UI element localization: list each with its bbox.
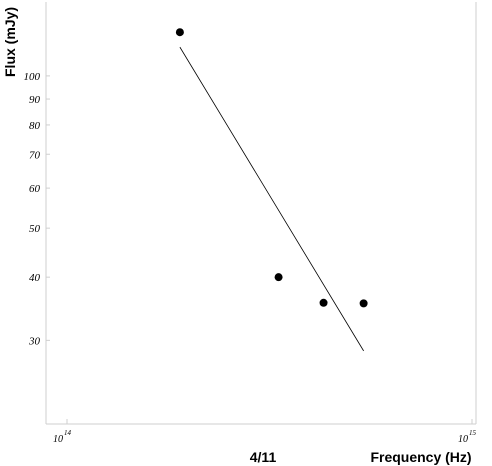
- y-tick-label: 80: [29, 120, 41, 132]
- y-ticks: 30 40 50 60 70 80 90 100: [24, 71, 50, 347]
- data-point: [319, 298, 328, 307]
- data-point: [274, 273, 283, 282]
- y-tick-label: 50: [29, 223, 41, 235]
- y-tick-label: 100: [24, 71, 41, 83]
- fit-line-layer: [179, 46, 364, 352]
- plot-area: [45, 2, 477, 425]
- x-ticks: 1014 1015: [53, 419, 477, 445]
- y-axis-title: Flux (mJy): [2, 7, 18, 77]
- y-tick-label: 90: [29, 94, 41, 106]
- x-tick-label: 1014: [53, 429, 72, 445]
- x-tick-label: 1015: [458, 429, 477, 445]
- y-tick-label: 30: [28, 335, 41, 347]
- data-point: [359, 299, 368, 308]
- date-annotation: 4/11: [250, 449, 277, 465]
- y-tick-label: 40: [29, 272, 41, 284]
- y-tick-label: 70: [29, 149, 41, 161]
- data-point: [175, 28, 184, 37]
- data-points: [175, 28, 368, 308]
- fit-line: [179, 46, 364, 352]
- x-axis-title: Frequency (Hz): [370, 449, 471, 465]
- y-tick-label: 60: [29, 183, 41, 195]
